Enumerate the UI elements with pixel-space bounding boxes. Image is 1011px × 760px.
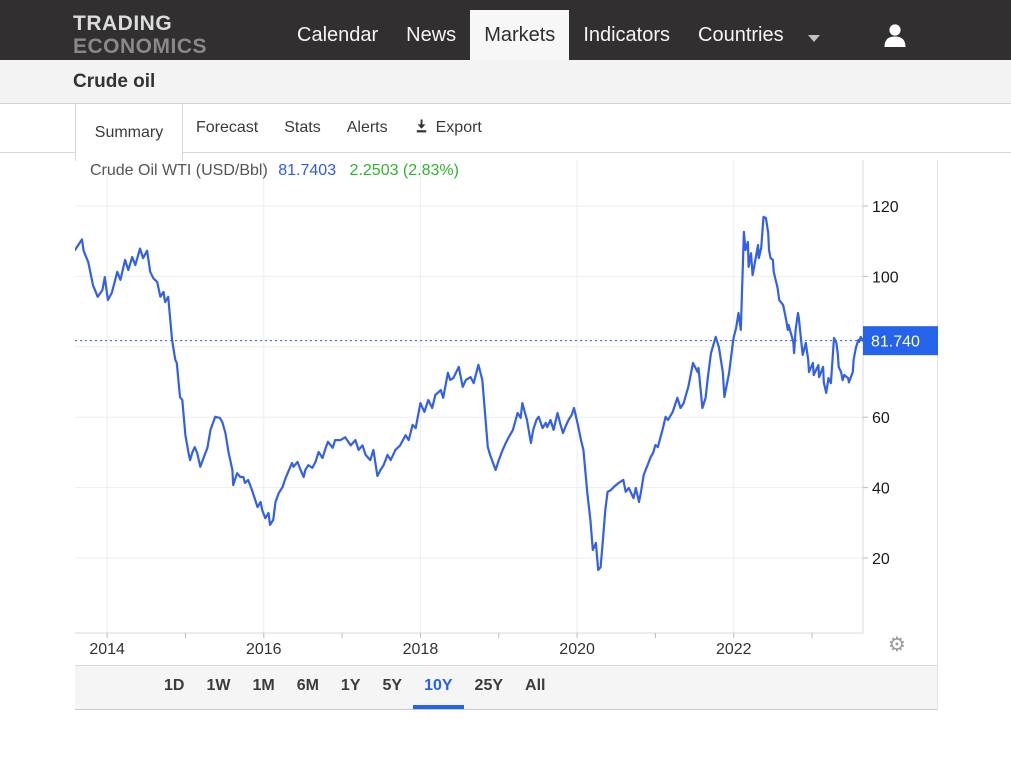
nav-item-news[interactable]: News bbox=[406, 24, 457, 46]
y-axis-label: 100 bbox=[872, 269, 899, 286]
range-25y[interactable]: 25Y bbox=[474, 676, 504, 694]
x-axis-label: 2014 bbox=[89, 641, 125, 658]
nav-item-indicators[interactable]: Indicators bbox=[583, 24, 671, 46]
price-change: 2.2503 (2.83%) bbox=[349, 162, 459, 179]
tab-forecast[interactable]: Forecast bbox=[196, 119, 259, 136]
range-6m[interactable]: 6M bbox=[296, 676, 319, 694]
tab-export[interactable]: Export bbox=[401, 104, 495, 152]
tab-stats[interactable]: Stats bbox=[284, 119, 321, 136]
settings-icon[interactable]: ⚙ bbox=[888, 634, 906, 656]
tab-export-label: Export bbox=[435, 119, 482, 136]
nav-item-markets[interactable]: Markets bbox=[470, 10, 570, 60]
y-axis-label: 60 bbox=[872, 410, 890, 427]
y-axis-label: 20 bbox=[872, 551, 890, 568]
trading-economics-logo[interactable]: TRADING ECONOMICS bbox=[73, 10, 233, 60]
range-1w[interactable]: 1W bbox=[206, 676, 231, 694]
range-1y[interactable]: 1Y bbox=[340, 676, 361, 694]
chevron-down-icon[interactable] bbox=[807, 34, 820, 42]
person-icon[interactable] bbox=[882, 22, 908, 53]
x-axis-label: 2020 bbox=[559, 641, 595, 658]
instrument-name: Crude Oil WTI (USD/Bbl) bbox=[90, 162, 268, 179]
tab-alerts[interactable]: Alerts bbox=[346, 119, 388, 136]
chart-panel: Crude Oil WTI (USD/Bbl) 81.7403 2.2503 (… bbox=[73, 160, 938, 665]
range-all[interactable]: All bbox=[525, 676, 546, 694]
y-axis-label: 120 bbox=[872, 199, 899, 216]
y-axis-label: 40 bbox=[872, 481, 890, 498]
nav-item-calendar[interactable]: Calendar bbox=[297, 24, 379, 46]
range-10y[interactable]: 10Y bbox=[413, 666, 464, 709]
last-price: 81.7403 bbox=[278, 162, 337, 179]
range-1d[interactable]: 1D bbox=[164, 676, 185, 694]
x-axis-label: 2022 bbox=[716, 641, 752, 658]
chart-title: Crude Oil WTI (USD/Bbl) 81.7403 2.2503 (… bbox=[90, 162, 459, 180]
page-title: Crude oil bbox=[73, 70, 156, 92]
logo-line-1: TRADING bbox=[73, 12, 173, 35]
price-line-series bbox=[73, 215, 865, 572]
page-title-bar: Crude oil bbox=[0, 60, 1011, 104]
current-price-badge bbox=[863, 326, 938, 356]
nav-item-countries[interactable]: Countries bbox=[698, 24, 784, 46]
tab-summary[interactable]: Summary bbox=[75, 104, 183, 161]
range-5y[interactable]: 5Y bbox=[382, 676, 403, 694]
price-chart[interactable]: 20 40 60 100 120 2014 2016 2018 2020 2022 81.740 bbox=[73, 160, 938, 665]
section-tabs: Summary Forecast Stats Alerts Export bbox=[0, 104, 1011, 161]
download-icon bbox=[414, 119, 429, 139]
range-selector: 1D 1W 1M 6M 1Y 5Y 10Y 25Y All bbox=[75, 665, 938, 710]
x-axis-label: 2016 bbox=[246, 641, 282, 658]
current-price-badge-label: 81.740 bbox=[871, 334, 920, 351]
logo-line-2: ECONOMICS bbox=[73, 35, 208, 58]
top-navbar: TRADING ECONOMICS Calendar News Markets … bbox=[0, 0, 1011, 60]
x-axis-label: 2018 bbox=[403, 641, 439, 658]
range-1m[interactable]: 1M bbox=[252, 676, 275, 694]
